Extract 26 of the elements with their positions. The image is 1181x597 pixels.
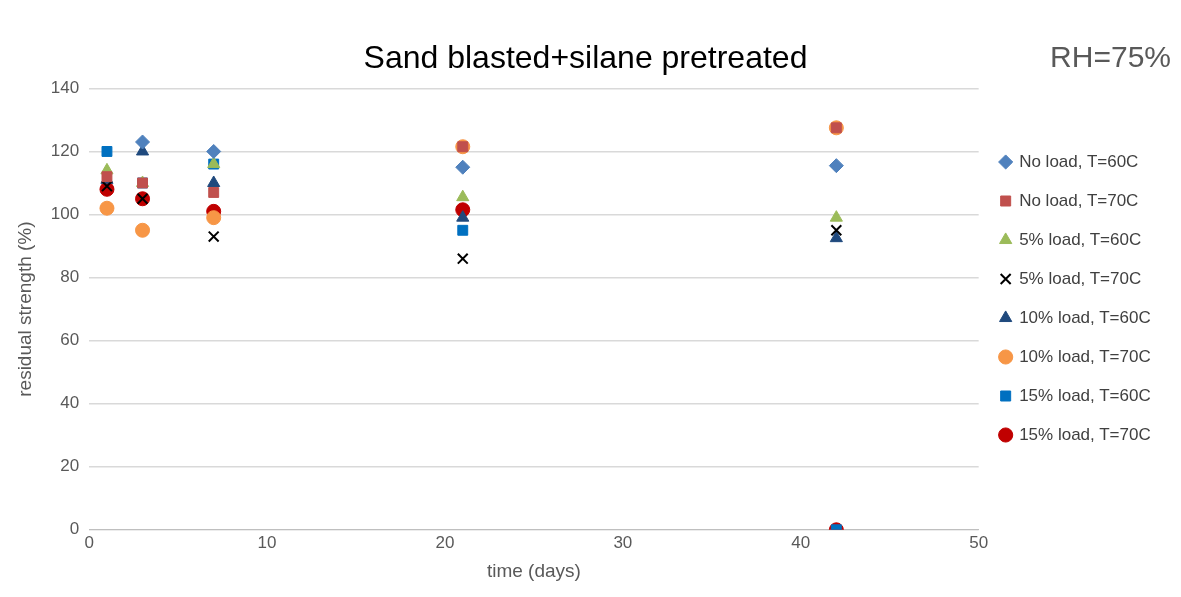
y-tick-label: 0 xyxy=(69,519,80,539)
legend-label: No load, T=70C xyxy=(1019,190,1139,210)
legend-label: No load, T=60C xyxy=(1019,151,1139,171)
text: RH=75% xyxy=(1050,40,1171,73)
x-tick-label: 40 xyxy=(791,532,811,552)
legend-label: 15% load, T=60C xyxy=(1019,385,1151,405)
y-tick-label: 40 xyxy=(60,393,80,413)
x-axis-title: time (days) xyxy=(486,559,581,581)
x-tick-label: 10 xyxy=(257,532,277,552)
x-tick-label: 30 xyxy=(613,532,633,552)
chart-title: Sand blasted+silane pretreated xyxy=(363,39,808,76)
legend-label: 10% load, T=70C xyxy=(1019,346,1151,366)
y-tick-label: 60 xyxy=(60,330,80,350)
y-tick-label: 80 xyxy=(60,267,80,287)
y-tick-label: 100 xyxy=(50,204,80,224)
legend-label: 15% load, T=70C xyxy=(1019,424,1151,444)
legend-label: 5% load, T=70C xyxy=(1019,268,1142,288)
legend-label: 10% load, T=60C xyxy=(1019,307,1151,327)
y-tick-label: 20 xyxy=(60,456,80,476)
x-tick-label: 20 xyxy=(435,532,455,552)
y-tick-label: 120 xyxy=(50,141,80,161)
y-axis-title: residual strength (%) xyxy=(13,221,35,397)
y-tick-label: 140 xyxy=(50,78,80,98)
x-tick-label: 0 xyxy=(84,532,94,552)
x-tick-label: 50 xyxy=(969,532,989,552)
legend-label: 5% load, T=60C xyxy=(1019,229,1142,249)
